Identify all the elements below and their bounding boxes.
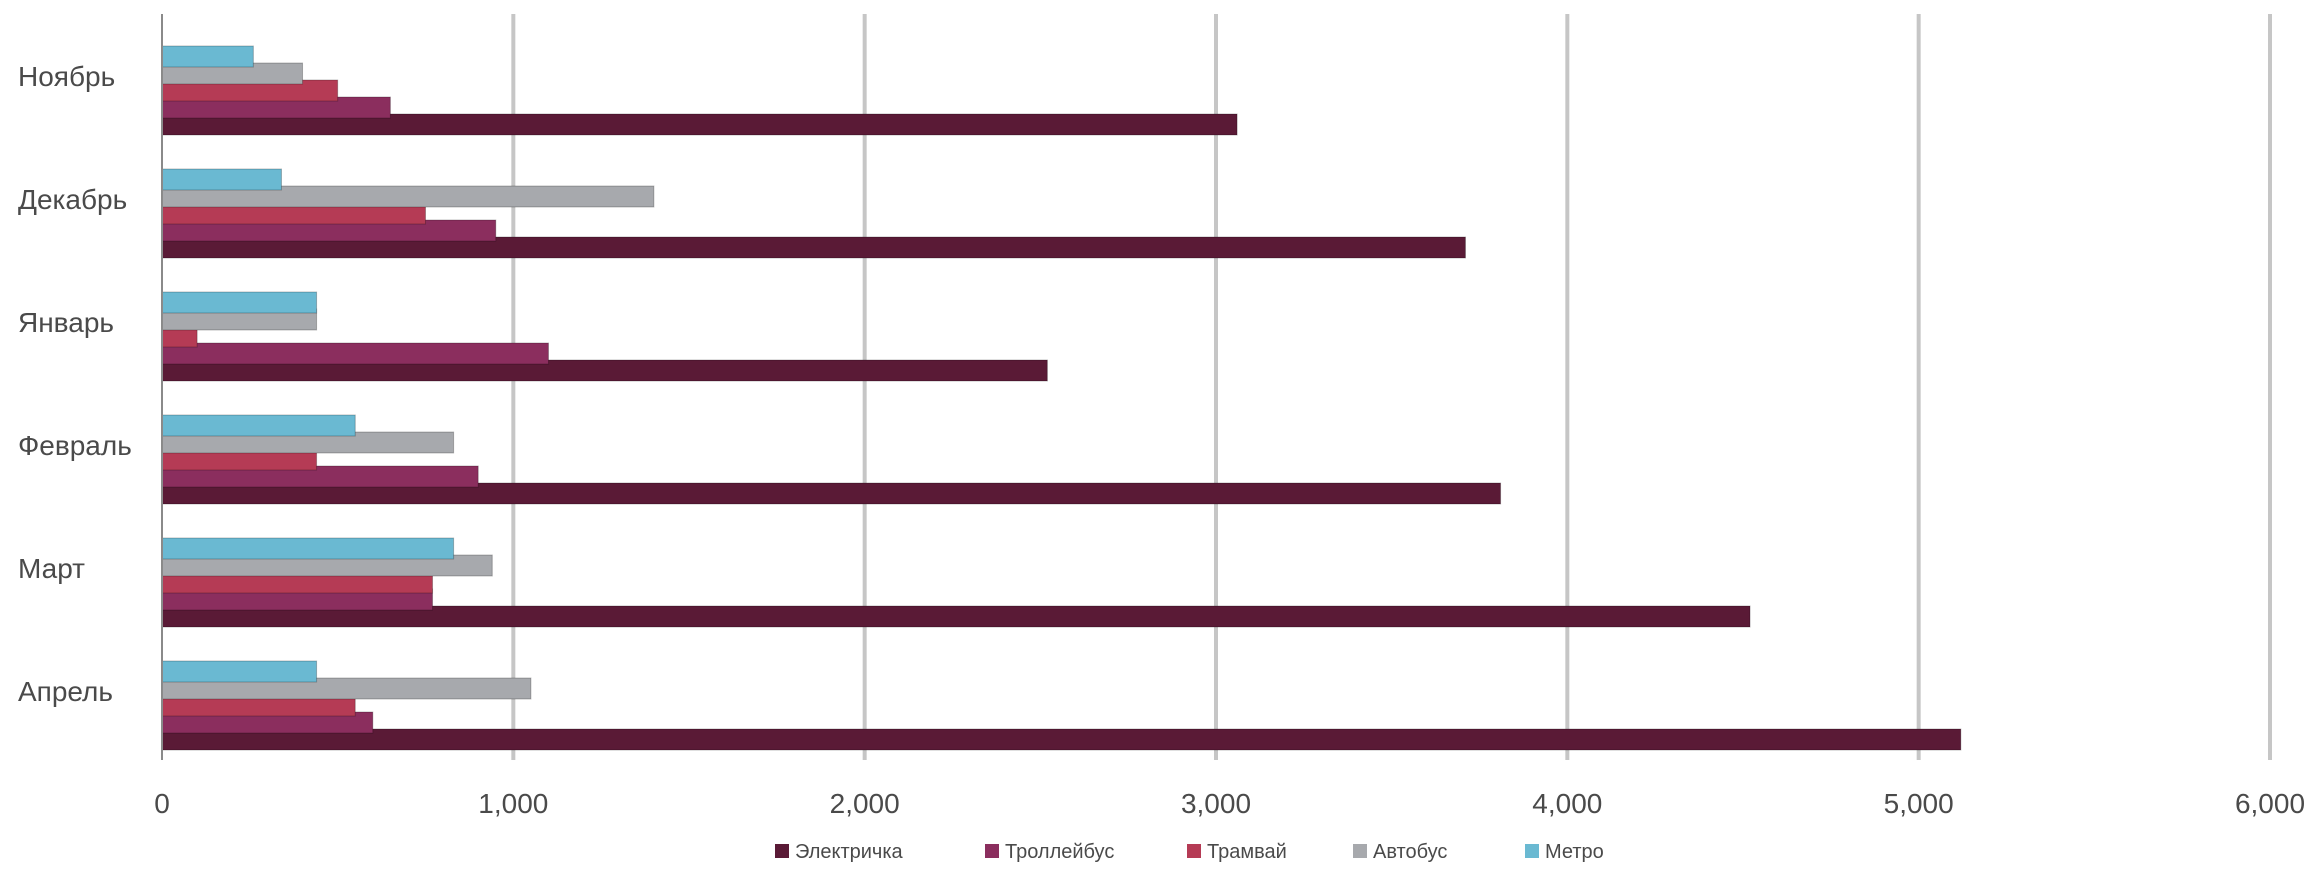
category-label: Ноябрь: [18, 61, 115, 92]
category-label: Февраль: [18, 430, 132, 461]
legend-swatch: [985, 844, 999, 858]
legend-label: Автобус: [1373, 841, 1447, 863]
x-tick-label: 6,000: [2235, 788, 2305, 819]
category-label: Апрель: [18, 676, 113, 707]
grid-lines: [511, 14, 2272, 760]
bars: [161, 45, 1962, 751]
bar: [161, 414, 356, 437]
legend-swatch: [1525, 844, 1539, 858]
legend: Электричка Троллейбус Трамвай Автобус Метро: [775, 841, 1604, 863]
bar: [161, 342, 549, 365]
bar: [161, 291, 318, 314]
legend-swatch: [1187, 844, 1201, 858]
bar: [161, 45, 254, 68]
category-label: Декабрь: [18, 184, 127, 215]
legend-swatch: [775, 844, 789, 858]
legend-label: Троллейбус: [1005, 841, 1114, 863]
x-tick-label: 5,000: [1884, 788, 1954, 819]
legend-label: Электричка: [795, 841, 904, 863]
legend-label: Метро: [1545, 841, 1604, 863]
legend-label: Трамвай: [1207, 841, 1287, 863]
x-tick-label: 2,000: [830, 788, 900, 819]
category-label: Январь: [18, 307, 114, 338]
x-tick-labels: 0 1,000 2,000 3,000 4,000 5,000 6,000: [154, 788, 2305, 819]
x-tick-label: 1,000: [478, 788, 548, 819]
legend-swatch: [1353, 844, 1367, 858]
x-tick-label: 0: [154, 788, 170, 819]
x-tick-label: 4,000: [1532, 788, 1602, 819]
bar: [161, 168, 282, 191]
x-tick-label: 3,000: [1181, 788, 1251, 819]
category-labels: Ноябрь Декабрь Январь Февраль Март Апрель: [18, 61, 132, 707]
bar: [161, 537, 455, 560]
bar: [161, 660, 318, 683]
category-label: Март: [18, 553, 85, 584]
bar: [161, 728, 1962, 751]
